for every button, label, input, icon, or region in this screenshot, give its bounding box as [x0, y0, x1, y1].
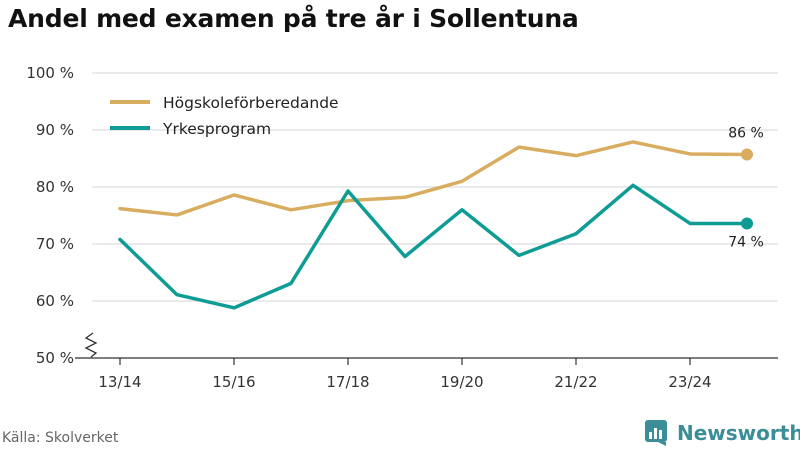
legend-label: Yrkesprogram: [162, 120, 271, 138]
y-axis: 50 % 60 % 70 % 80 % 90 % 100 %: [26, 64, 98, 367]
x-tick-label: 21/22: [554, 373, 597, 391]
end-point-marker: [741, 217, 753, 230]
end-value-label: 74 %: [728, 234, 764, 250]
y-tick-label: 80 %: [36, 178, 74, 196]
chart-title: Andel med examen på tre år i Sollentuna: [8, 4, 579, 33]
x-tick-label: 13/14: [98, 373, 141, 391]
series-line-1: [118, 140, 749, 217]
x-tick-label: 19/20: [440, 373, 483, 391]
series-line-2: [118, 183, 749, 310]
axis-break-mark: [84, 332, 98, 358]
legend: Högskoleförberedande Yrkesprogram: [110, 94, 339, 138]
newsworthy-logo-icon: [645, 420, 667, 446]
end-value-label: 86 %: [728, 126, 764, 142]
x-tick-label: 17/18: [326, 373, 369, 391]
x-axis: 13/14 15/16 17/18 19/20 21/22 23/24: [75, 357, 778, 391]
y-tick-label: 50 %: [36, 349, 74, 367]
legend-label: Högskoleförberedande: [163, 94, 339, 112]
x-tick-label: 15/16: [212, 373, 255, 391]
source-note: Källa: Skolverket: [2, 430, 119, 446]
y-tick-label: 90 %: [36, 121, 74, 139]
y-tick-label: 70 %: [36, 235, 74, 253]
series-group: 86 % 74 %: [118, 126, 764, 310]
y-tick-label: 100 %: [26, 64, 74, 82]
y-tick-label: 60 %: [36, 292, 74, 310]
brand-logo: Newsworthy: [644, 419, 800, 447]
brand-name: Newsworthy: [677, 421, 800, 445]
x-tick-label: 23/24: [668, 373, 711, 391]
end-point-marker: [741, 148, 753, 161]
